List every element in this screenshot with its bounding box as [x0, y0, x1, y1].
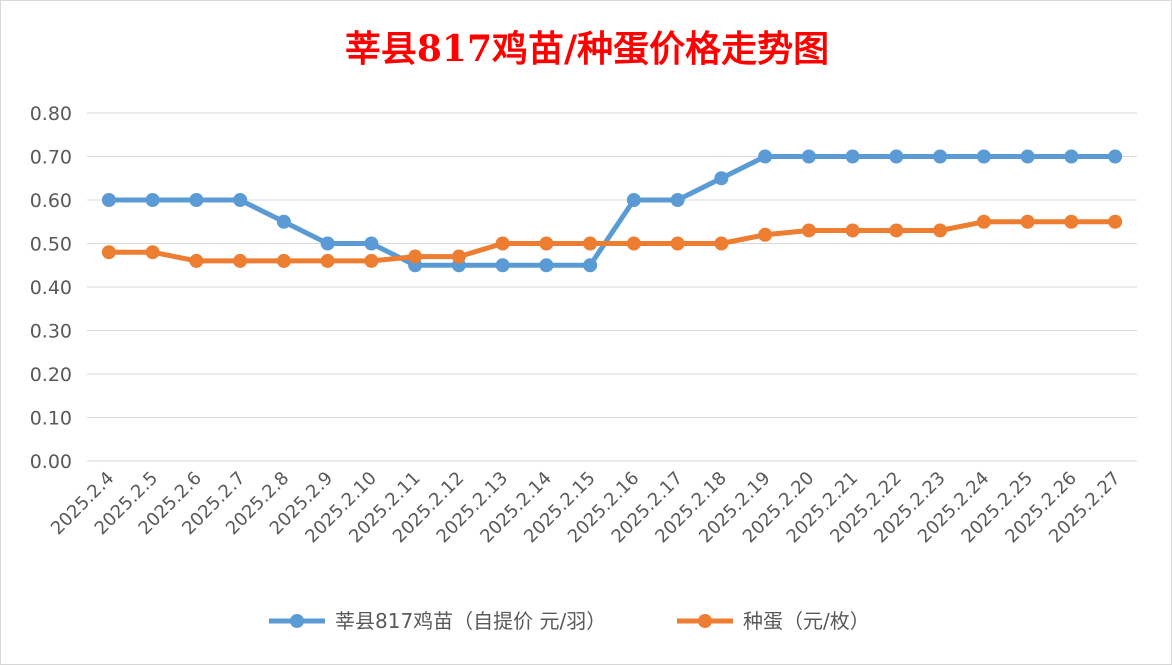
y-tick-label: 0.60 — [30, 190, 72, 212]
data-point — [539, 236, 554, 251]
data-point — [189, 253, 204, 268]
y-tick-label: 0.00 — [30, 451, 72, 473]
data-point — [145, 193, 160, 207]
legend-item-2: 种蛋（元/枚） — [677, 609, 870, 633]
data-point — [758, 227, 773, 242]
data-point — [1108, 149, 1123, 164]
data-point — [845, 223, 860, 238]
data-point — [714, 236, 729, 251]
series-lines — [101, 149, 1123, 273]
data-point — [626, 193, 641, 207]
data-point — [801, 223, 816, 238]
data-point — [451, 249, 466, 264]
legend-label: 莘县817鸡苗（自提价 元/羽） — [335, 609, 606, 633]
data-point — [1108, 214, 1123, 229]
data-point — [495, 236, 510, 251]
data-point — [845, 149, 860, 164]
data-point — [1020, 149, 1035, 164]
data-point — [1064, 149, 1079, 164]
data-point — [976, 149, 991, 164]
series-1 — [101, 149, 1123, 273]
data-point — [189, 193, 204, 207]
data-point — [101, 245, 116, 260]
legend: 莘县817鸡苗（自提价 元/羽） 种蛋（元/枚） — [269, 609, 870, 633]
legend-label: 种蛋（元/枚） — [743, 609, 870, 633]
data-point — [670, 236, 685, 251]
legend-swatch-marker — [290, 614, 304, 628]
y-tick-label: 0.70 — [30, 147, 72, 169]
data-point — [670, 193, 685, 207]
data-point — [495, 258, 510, 273]
data-point — [933, 223, 948, 238]
legend-item-1: 莘县817鸡苗（自提价 元/羽） — [269, 609, 606, 633]
data-point — [539, 258, 554, 273]
y-tick-label: 0.40 — [30, 277, 72, 299]
data-point — [364, 253, 379, 268]
y-axis-ticks: 0.00 0.10 0.20 0.30 0.40 0.50 0.60 0.70 0.80 — [30, 103, 72, 473]
y-tick-label: 0.80 — [30, 103, 72, 125]
data-point — [408, 249, 423, 264]
y-tick-label: 0.20 — [30, 364, 72, 386]
data-point — [276, 253, 291, 268]
data-point — [320, 236, 335, 251]
y-tick-label: 0.30 — [30, 321, 72, 343]
data-point — [364, 236, 379, 251]
data-point — [1064, 214, 1079, 229]
data-point — [583, 258, 598, 273]
gridlines — [87, 112, 1137, 462]
legend-swatch-marker — [698, 614, 712, 628]
data-point — [933, 149, 948, 164]
data-point — [889, 149, 904, 164]
data-point — [101, 193, 116, 207]
data-point — [889, 223, 904, 238]
series-line — [106, 219, 1118, 264]
data-point — [233, 193, 248, 207]
data-point — [145, 245, 160, 260]
data-point — [583, 236, 598, 251]
data-point — [714, 171, 729, 186]
y-tick-label: 0.10 — [30, 408, 72, 430]
series-2 — [101, 214, 1123, 268]
data-point — [801, 149, 816, 164]
x-axis-ticks: 2025.2.42025.2.52025.2.62025.2.72025.2.8… — [47, 468, 1125, 548]
y-tick-label: 0.50 — [30, 234, 72, 256]
data-point — [233, 253, 248, 268]
data-point — [1020, 214, 1035, 229]
series-line — [106, 154, 1118, 268]
chart-title: 莘县817鸡苗/种蛋价格走势图 — [345, 28, 829, 70]
data-point — [758, 149, 773, 164]
data-point — [320, 253, 335, 268]
data-point — [626, 236, 641, 251]
data-point — [276, 214, 291, 229]
data-point — [976, 214, 991, 229]
